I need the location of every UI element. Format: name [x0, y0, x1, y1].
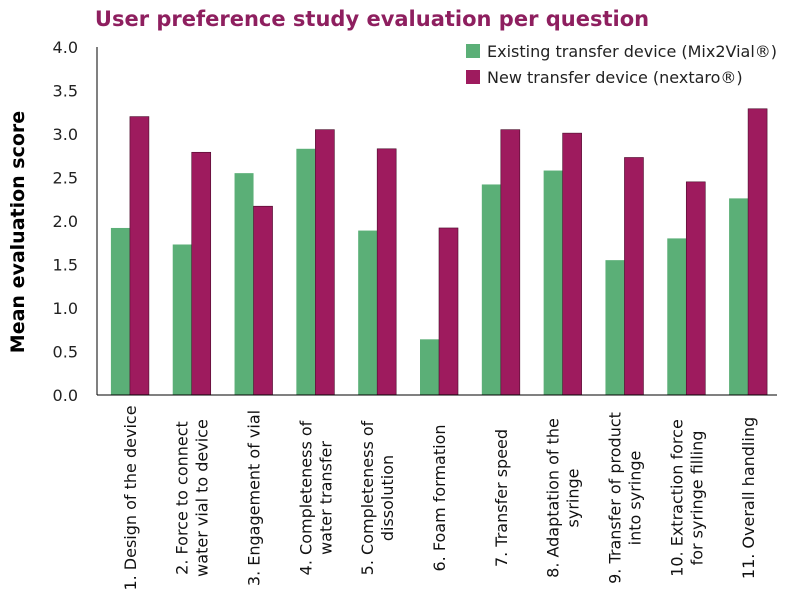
bar-existing-10: [667, 238, 687, 395]
bar-new-5: [376, 148, 397, 396]
y-tick-label: 2.5: [53, 169, 78, 188]
x-tick-label-3: 3. Engagement of vial: [245, 410, 264, 586]
x-tick-label-line: water vial to device: [193, 419, 212, 577]
bar-new-2: [191, 151, 212, 396]
bar-existing-4: [296, 148, 316, 395]
bar-new-9: [624, 157, 644, 396]
x-tick-label-line: 10. Extraction force: [667, 419, 686, 577]
legend-swatch-new: [466, 70, 480, 84]
bar-existing-8: [543, 170, 563, 395]
bar-existing-11: [729, 198, 749, 395]
x-tick-label-1: 1. Design of the device: [121, 405, 140, 590]
bar-existing-2: [172, 244, 192, 395]
bar-existing-3: [234, 173, 254, 395]
bar-existing-5: [358, 230, 378, 395]
x-tick-label-7: 7. Transfer speed: [492, 429, 511, 567]
x-tick-label-9: 9. Transfer of product into syringe: [605, 412, 644, 584]
bar-new-10: [685, 181, 706, 396]
x-tick-label-2: 2. Force to connect water vial to device: [173, 419, 212, 577]
y-tick-label: 1.5: [53, 256, 78, 275]
x-tick-label-line: 6. Foam formation: [430, 424, 449, 571]
x-tick-label-line: 4. Completeness of: [296, 420, 315, 575]
x-tick-label-line: 2. Force to connect: [173, 421, 192, 575]
bar-existing-6: [420, 339, 439, 395]
y-tick-label: 2.0: [53, 212, 78, 231]
x-tick-label-line: 7. Transfer speed: [492, 429, 511, 567]
x-tick-label-line: 9. Transfer of product: [605, 412, 624, 584]
bar-new-7: [500, 129, 521, 396]
y-axis-label: Mean evaluation score: [7, 111, 29, 353]
y-tick-label: 0.5: [53, 343, 78, 362]
x-tick-label-line: for syringe filling: [687, 431, 706, 566]
bar-new-1: [129, 116, 150, 396]
bar-new-3: [253, 205, 273, 396]
x-tick-label-8: 8. Adaptation of the syringe: [544, 418, 583, 578]
bar-new-8: [562, 132, 582, 396]
x-tick-label-line: 3. Engagement of vial: [245, 410, 264, 586]
x-tick-label-line: 8. Adaptation of the: [544, 418, 563, 578]
y-tick-label: 3.5: [53, 82, 78, 101]
legend: Existing transfer device (Mix2Vial®) New…: [466, 42, 777, 87]
x-tick-label-line: 1. Design of the device: [121, 405, 140, 590]
x-tick-label-5: 5. Completeness of dissolution: [358, 420, 397, 575]
bar-new-11: [747, 108, 768, 396]
bar-new-6: [438, 227, 459, 396]
x-tick-label-line: water transfer: [316, 441, 335, 555]
x-tick-label-line: syringe: [564, 469, 583, 528]
chart-title: User preference study evaluation per que…: [95, 7, 649, 31]
bar-new-4: [315, 129, 335, 396]
x-tick-label-line: 5. Completeness of: [358, 420, 377, 575]
y-tick-label: 4.0: [53, 38, 78, 57]
x-tick-label-4: 4. Completeness of water transfer: [296, 420, 335, 575]
y-tick-label: 3.0: [53, 125, 78, 144]
y-tick-label: 0.0: [53, 386, 78, 405]
x-tick-label-10: 10. Extraction force for syringe filling: [667, 419, 706, 577]
x-tick-label-line: 11. Overall handling: [739, 417, 758, 579]
bar-existing-9: [605, 260, 625, 395]
x-tick-label-11: 11. Overall handling: [739, 417, 758, 579]
legend-label-new: New transfer device (nextaro®): [487, 68, 743, 87]
bar-existing-7: [481, 184, 501, 395]
x-tick-label-6: 6. Foam formation: [430, 424, 449, 571]
y-tick-label: 1.0: [53, 299, 78, 318]
x-tick-label-line: dissolution: [378, 455, 397, 541]
bar-existing-1: [110, 227, 130, 395]
legend-label-existing: Existing transfer device (Mix2Vial®): [487, 42, 777, 61]
x-tick-label-line: into syringe: [625, 451, 644, 546]
legend-swatch-existing: [466, 44, 480, 58]
